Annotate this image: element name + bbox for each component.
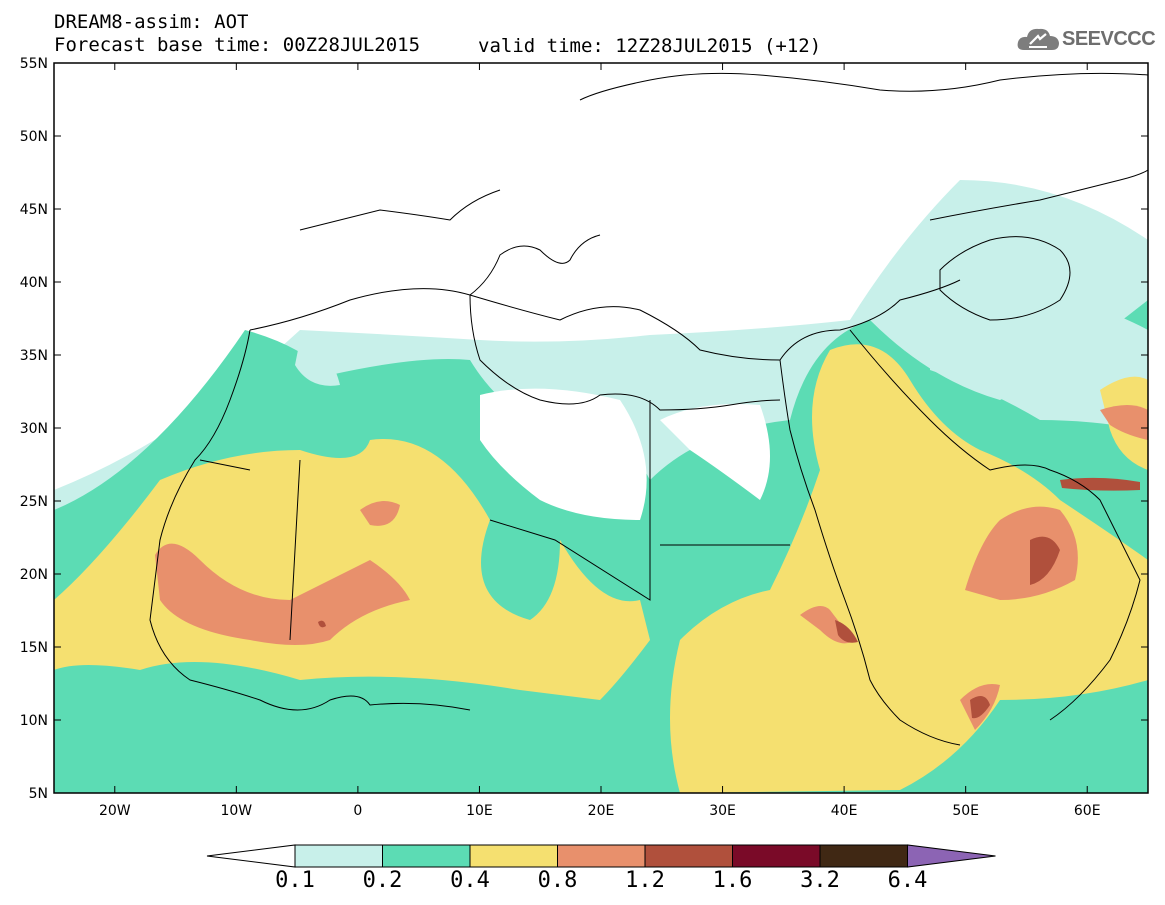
aot-map: 55N 50N 45N 40N 35N 30N 25N 20N 15N 10N 5N 20W 10W 0 1… (20, 56, 1149, 819)
colorbar-swatch (382, 844, 471, 868)
lat-tick-label: 25N (20, 494, 48, 510)
lon-tick-label: 10E (466, 803, 493, 819)
lon-tick-label: 40E (831, 803, 858, 819)
lat-tick-label: 5N (29, 786, 48, 802)
aot-colorbar (206, 844, 996, 868)
colorbar-level-label: 0.4 (450, 868, 490, 893)
colorbar-level-label: 3.2 (800, 868, 840, 893)
colorbar-level-label: 0.2 (362, 868, 403, 893)
valid-time: valid time: 12Z28JUL2015 (+12) (478, 35, 822, 57)
colorbar-swatch (469, 844, 558, 868)
colorbar-swatch (732, 844, 821, 868)
colorbar-swatch (819, 844, 908, 868)
lon-tick-label: 20W (99, 803, 131, 819)
lon-tick-label: 60E (1074, 803, 1101, 819)
colorbar-level-label: 6.4 (887, 868, 928, 893)
lon-tick-label: 30E (709, 803, 736, 819)
colorbar-level-label: 0.8 (537, 868, 578, 893)
lon-tick-label: 20E (588, 803, 615, 819)
colorbar-over-arrow (907, 844, 996, 868)
colorbar-swatch (557, 844, 646, 868)
colorbar-under-arrow (206, 844, 296, 868)
colorbar-swatch (294, 844, 383, 868)
colorbar-level-label: 0.1 (275, 868, 315, 893)
lon-tick-label: 0 (353, 803, 362, 819)
lat-tick-label: 20N (20, 567, 48, 583)
colorbar-swatch (644, 844, 733, 868)
lat-tick-label: 15N (20, 640, 48, 656)
logo-text: SEEVCCC (1062, 28, 1156, 50)
seevccc-logo: SEEVCCC (1016, 22, 1156, 56)
forecast-base-time: Forecast base time: 00Z28JUL2015 (54, 34, 421, 56)
coastlines (149, 72, 1148, 746)
aot-shading (54, 180, 1148, 793)
lat-tick-label: 30N (20, 421, 48, 437)
lat-tick-label: 40N (20, 275, 48, 291)
map-title: DREAM8-assim: AOT (54, 11, 249, 33)
lon-tick-label: 10W (220, 803, 252, 819)
lat-tick-label: 55N (20, 56, 48, 72)
colorbar-level-label: 1.6 (712, 868, 753, 893)
lat-tick-label: 35N (20, 348, 48, 364)
lat-tick-label: 50N (20, 129, 48, 145)
cloud-icon (1017, 28, 1059, 50)
colorbar-level-label: 1.2 (625, 868, 665, 893)
lat-tick-label: 10N (20, 713, 48, 729)
lon-tick-label: 50E (952, 803, 979, 819)
lat-tick-label: 45N (20, 202, 48, 218)
